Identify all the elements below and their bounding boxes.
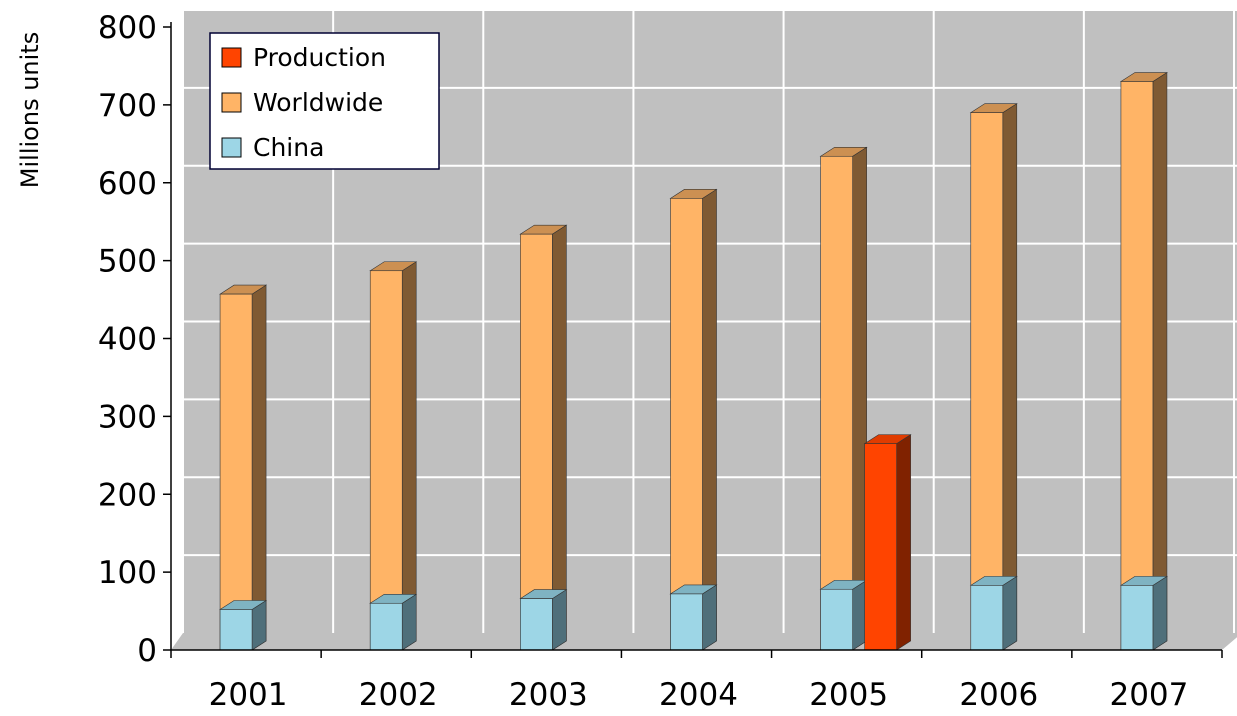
legend-item-china: China <box>221 133 324 162</box>
bar-china-2005 <box>819 579 868 651</box>
bar-china-2006 <box>969 575 1018 651</box>
bar-china-2002 <box>369 593 418 651</box>
legend-swatch <box>221 137 242 158</box>
legend-box <box>209 32 440 170</box>
bar-china-2004 <box>669 584 718 651</box>
x-tick-label: 2004 <box>659 677 738 713</box>
bar-worldwide-2006 <box>969 103 1018 651</box>
y-axis-label: Millions units <box>16 32 44 188</box>
gridline-side <box>170 398 184 417</box>
bar-worldwide-2004 <box>669 188 718 651</box>
legend-label: China <box>253 133 324 162</box>
gridline-side <box>170 476 184 495</box>
legend-item-production: Production <box>221 43 386 72</box>
axes: 0 100 200 300 400 500 600 700 800 2001 2002 2003 200… <box>98 10 1223 713</box>
gridline-side <box>170 165 184 184</box>
legend-swatch <box>221 47 242 68</box>
bar-worldwide-2003 <box>519 224 568 651</box>
gridline-side <box>170 9 184 28</box>
bar-china-2007 <box>1119 575 1168 651</box>
x-tick-label: 2006 <box>959 677 1038 713</box>
bar-worldwide-2001 <box>219 284 268 651</box>
y-tick-label: 800 <box>98 10 157 46</box>
y-tick-label: 0 <box>137 633 157 669</box>
y-tick-label: 300 <box>98 399 157 435</box>
legend-label: Production <box>253 43 386 72</box>
bar-worldwide-2005 <box>819 146 868 651</box>
gridline-side <box>170 87 184 106</box>
bar-china-2003 <box>519 589 568 651</box>
x-tick-label: 2001 <box>209 677 288 713</box>
x-tick-label: 2003 <box>509 677 588 713</box>
bars <box>219 71 1168 651</box>
x-tick-label: 2007 <box>1109 677 1188 713</box>
bar-china-2001 <box>219 599 268 651</box>
bar-worldwide-2007 <box>1119 71 1168 651</box>
legend-label: Worldwide <box>253 88 383 117</box>
y-tick-label: 500 <box>98 244 157 280</box>
y-tick-label: 100 <box>98 555 157 591</box>
legend-item-worldwide: Worldwide <box>221 88 383 117</box>
x-tick-label: 2002 <box>359 677 438 713</box>
y-tick-label: 700 <box>98 88 157 124</box>
gridline-side <box>170 320 184 340</box>
y-tick-label: 600 <box>98 166 157 202</box>
y-tick-label: 200 <box>98 477 157 513</box>
legend-swatch <box>221 92 242 113</box>
bar-production-2005 <box>863 434 912 651</box>
bar-worldwide-2002 <box>369 261 418 651</box>
y-tick-label: 400 <box>98 322 157 358</box>
legend: Production Worldwide China <box>209 32 440 170</box>
gridline-side <box>170 243 184 262</box>
gridline-side <box>170 554 184 573</box>
x-tick-label: 2005 <box>809 677 888 713</box>
